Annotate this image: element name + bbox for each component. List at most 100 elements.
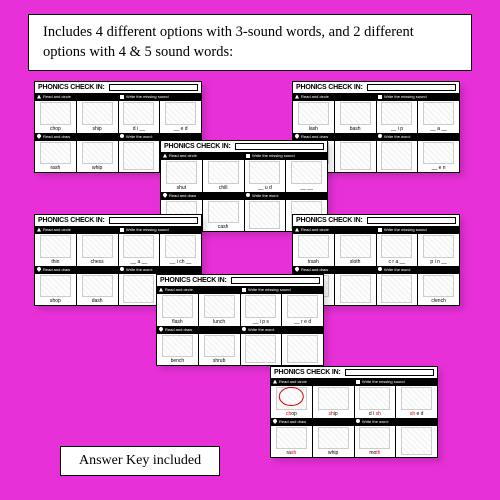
worksheet-cell: clench — [418, 274, 459, 306]
answer-circle — [279, 387, 303, 406]
worksheet-cell: ship — [77, 101, 119, 133]
worksheet-cell: cash — [203, 200, 245, 232]
cell-picture — [204, 335, 235, 358]
cell-label: shop — [50, 298, 61, 304]
cell-label: d i sh — [369, 411, 381, 417]
cell-label: chop — [50, 126, 61, 132]
cell-picture — [204, 295, 235, 318]
worksheet-cell: __ a __ — [418, 101, 459, 133]
cell-picture — [165, 235, 196, 258]
worksheet-cell: rash — [35, 141, 77, 173]
cell-label: __ i ch __ — [170, 259, 192, 265]
cell-picture — [423, 142, 454, 165]
cell-picture — [423, 235, 454, 258]
name-field — [345, 369, 434, 376]
cell-label: moth — [369, 450, 380, 456]
cell-picture — [208, 201, 239, 224]
worksheet-cell: __ i p — [377, 101, 419, 133]
cell-label: __ a __ — [430, 126, 447, 132]
cell-label: __ i p s — [253, 319, 269, 325]
cell-picture — [340, 142, 371, 171]
cell-picture — [276, 427, 307, 450]
section-write-word: Write the word: — [118, 266, 201, 273]
worksheet-title: PHONICS CHECK IN: — [38, 84, 105, 91]
header-description: Includes 4 different options with 3-soun… — [28, 14, 472, 71]
section-write-missing: Write the missing sound — [354, 378, 437, 385]
section-read-draw: Read and draw — [35, 266, 118, 273]
worksheet-cell: shop — [35, 274, 77, 306]
section-read-circle: Read and circle — [157, 286, 240, 293]
section-write-word: Write the word: — [354, 418, 437, 425]
cell-label: __ e d — [174, 126, 188, 132]
section-read-circle: Read and circle — [161, 152, 244, 159]
cell-picture — [249, 201, 280, 230]
section-write-word: Write the word: — [376, 266, 459, 273]
section-read-circle: Read and circle — [293, 93, 376, 100]
cell-label: chill — [219, 185, 228, 191]
worksheet-cell: moth — [355, 426, 397, 458]
cell-picture — [166, 161, 197, 184]
cell-picture — [40, 142, 71, 165]
worksheet-cell: c r a __ — [377, 234, 419, 266]
cell-picture — [359, 387, 390, 410]
cell-label: bash — [350, 126, 361, 132]
cell-label: flash — [172, 319, 183, 325]
cell-label: rash — [287, 450, 297, 456]
cell-picture — [82, 102, 113, 125]
cell-label: shut — [177, 185, 186, 191]
cell-label: c r a __ — [389, 259, 406, 265]
cell-picture — [82, 275, 113, 298]
name-field — [109, 84, 198, 91]
cell-picture — [123, 102, 154, 125]
worksheet-cell: __ r e d — [282, 294, 323, 326]
section-read-draw: Read and draw — [293, 133, 376, 140]
cell-picture — [82, 235, 113, 258]
name-field — [109, 217, 198, 224]
cell-label: whip — [328, 450, 338, 456]
worksheet-title: PHONICS CHECK IN: — [38, 217, 105, 224]
cell-label: ship — [329, 411, 338, 417]
cell-picture — [162, 295, 193, 318]
cell-picture — [208, 161, 239, 184]
worksheet-cell — [396, 426, 437, 458]
section-write-word: Write the word: — [244, 192, 327, 199]
worksheet-cell: chill — [203, 160, 245, 192]
cell-picture — [123, 235, 154, 258]
worksheet-cell: lunch — [199, 294, 241, 326]
cell-picture — [40, 235, 71, 258]
cell-picture — [298, 235, 329, 258]
worksheet-cell: __ __ — [286, 160, 327, 192]
worksheet-thumbnail: PHONICS CHECK IN:Read and circleWrite th… — [270, 366, 438, 458]
worksheet-cell: __ a __ — [119, 234, 161, 266]
worksheet-cell: thin — [35, 234, 77, 266]
footer-note: Answer Key included — [60, 446, 220, 476]
cell-picture — [123, 142, 154, 171]
worksheet-cell — [282, 334, 323, 366]
cell-picture — [82, 142, 113, 165]
worksheet-cell: d i sh — [355, 386, 397, 418]
cell-picture — [40, 102, 71, 125]
cell-picture — [381, 275, 412, 304]
name-field — [367, 84, 456, 91]
cell-picture — [318, 387, 349, 410]
section-read-draw: Read and draw — [161, 192, 244, 199]
cell-label: lunch — [213, 319, 225, 325]
worksheet-cell: sh e d — [396, 386, 437, 418]
cell-picture — [123, 275, 154, 304]
worksheet-cell: whip — [77, 141, 119, 173]
worksheet-thumbnail: PHONICS CHECK IN:Read and circleWrite th… — [156, 274, 324, 366]
cell-label: thin — [51, 259, 59, 265]
cell-label: chop — [286, 411, 297, 417]
cell-label: d i __ — [133, 126, 145, 132]
worksheet-cell — [119, 274, 161, 306]
worksheet-cell: trash — [293, 234, 335, 266]
worksheet-cell: dash — [77, 274, 119, 306]
section-write-missing: Write the missing sound — [376, 226, 459, 233]
worksheet-cell — [377, 274, 419, 306]
section-write-word: Write the word: — [240, 326, 323, 333]
section-read-circle: Read and circle — [271, 378, 354, 385]
worksheet-cell: d i __ — [119, 101, 161, 133]
section-read-circle: Read and circle — [293, 226, 376, 233]
cell-picture — [298, 102, 329, 125]
cell-picture — [340, 235, 371, 258]
